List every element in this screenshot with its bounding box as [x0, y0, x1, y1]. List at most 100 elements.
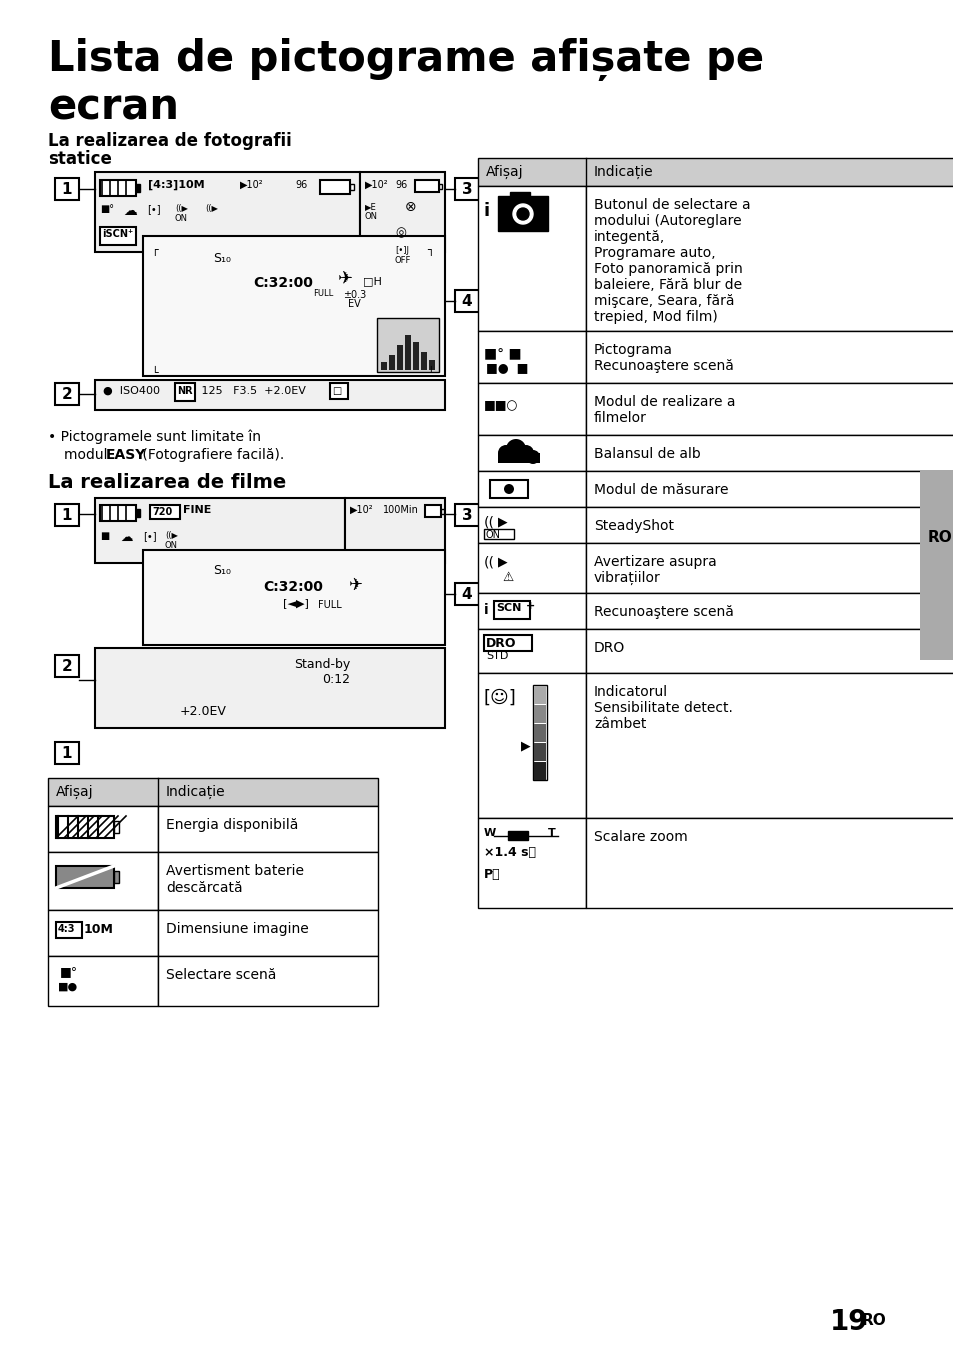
Bar	[477, 434, 585, 471]
Bar	[389, 355, 395, 370]
Text: [☺]: [☺]	[483, 689, 517, 707]
Bar	[95, 648, 444, 728]
Bar	[55, 504, 79, 526]
Bar	[330, 383, 348, 399]
Text: filmelor: filmelor	[594, 412, 646, 425]
Bar	[100, 504, 136, 521]
Text: 125   F3.5  +2.0EV: 125 F3.5 +2.0EV	[198, 386, 313, 395]
Text: ((: ((	[483, 515, 495, 529]
Bar	[585, 818, 953, 908]
Text: 19: 19	[829, 1307, 867, 1336]
Text: i: i	[483, 603, 488, 617]
Text: 100Min: 100Min	[382, 504, 418, 515]
Bar	[477, 507, 585, 543]
Text: 1: 1	[62, 182, 72, 196]
Text: FULL: FULL	[317, 600, 341, 611]
Text: 3: 3	[461, 182, 472, 196]
Bar	[350, 184, 354, 190]
Text: □: □	[332, 386, 341, 395]
Circle shape	[503, 484, 514, 494]
Bar	[413, 342, 418, 370]
Bar	[438, 184, 441, 190]
Text: ▶E
ON: ▶E ON	[365, 202, 377, 222]
Text: T: T	[547, 829, 556, 838]
Text: P🔍: P🔍	[483, 868, 500, 881]
Bar	[477, 383, 585, 434]
Text: Sensibilitate detect.: Sensibilitate detect.	[594, 701, 732, 716]
Text: integentă,: integentă,	[594, 230, 664, 243]
Circle shape	[505, 438, 525, 459]
Text: 2: 2	[62, 659, 72, 674]
Bar	[585, 507, 953, 543]
Text: ((▶: ((▶	[205, 204, 218, 213]
Text: ▶: ▶	[520, 738, 530, 752]
Text: ▶10²: ▶10²	[240, 180, 263, 190]
Bar	[420, 352, 427, 370]
Text: DRO: DRO	[485, 638, 516, 650]
Bar	[483, 529, 514, 539]
Text: EV: EV	[348, 299, 360, 309]
Bar	[396, 346, 402, 370]
Bar	[455, 582, 478, 605]
Bar	[490, 480, 527, 498]
Bar	[483, 635, 532, 651]
Text: Dimensiune imagine: Dimensiune imagine	[166, 923, 309, 936]
Bar	[380, 362, 387, 370]
Bar	[100, 227, 136, 245]
Bar	[158, 956, 377, 1006]
Text: ■°: ■°	[100, 204, 113, 214]
Text: Lista de pictograme afișate pe: Lista de pictograme afișate pe	[48, 38, 763, 81]
Text: descărcată: descărcată	[166, 881, 242, 894]
Text: ▶10²: ▶10²	[350, 504, 374, 515]
Text: 4: 4	[461, 586, 472, 603]
Text: ▶: ▶	[497, 555, 507, 568]
Text: ✈: ✈	[337, 270, 353, 289]
Text: i: i	[483, 202, 490, 221]
Text: Foto panoramică prin: Foto panoramică prin	[594, 262, 742, 276]
Text: ×1.4 s🔍: ×1.4 s🔍	[483, 846, 536, 859]
Text: ┌: ┌	[151, 246, 157, 256]
Text: ((: ((	[483, 555, 495, 569]
Text: 4:3: 4:3	[58, 924, 75, 933]
Text: ■° ■: ■° ■	[483, 347, 521, 360]
Bar	[533, 685, 546, 780]
Bar	[359, 172, 444, 252]
Text: • Pictogramele sunt limitate în: • Pictogramele sunt limitate în	[48, 430, 261, 444]
Bar	[510, 192, 530, 202]
Text: EASY: EASY	[106, 448, 146, 461]
Text: 2: 2	[62, 387, 72, 402]
Text: Modul de măsurare: Modul de măsurare	[594, 483, 728, 498]
Bar	[494, 601, 530, 619]
Text: [4:3]10M: [4:3]10M	[148, 180, 204, 190]
Text: ■●: ■●	[58, 982, 78, 993]
Bar	[585, 593, 953, 629]
Bar	[534, 686, 545, 703]
Text: modului (Autoreglare: modului (Autoreglare	[594, 214, 740, 229]
Text: Afișaj: Afișaj	[485, 165, 523, 179]
Text: mişcare, Seara, fără: mişcare, Seara, fără	[594, 295, 734, 308]
Text: ▶10²: ▶10²	[365, 180, 388, 190]
Text: SCN: SCN	[496, 603, 521, 613]
Bar	[585, 383, 953, 434]
Bar	[48, 806, 158, 851]
Text: Afișaj: Afișaj	[56, 785, 93, 799]
Text: DRO: DRO	[594, 642, 624, 655]
Text: ⊗: ⊗	[405, 200, 416, 214]
Bar	[150, 504, 180, 519]
Text: ±0.3: ±0.3	[343, 291, 366, 300]
Text: ON: ON	[485, 530, 500, 539]
Text: Stand-by: Stand-by	[294, 658, 350, 671]
Bar	[534, 724, 545, 742]
Bar	[113, 872, 119, 884]
Text: trepied, Mod film): trepied, Mod film)	[594, 309, 717, 324]
Circle shape	[517, 445, 534, 461]
Text: ((▶
ON: ((▶ ON	[165, 531, 178, 550]
Bar	[477, 186, 585, 331]
Text: ■°: ■°	[60, 966, 78, 979]
Text: Indicatorul: Indicatorul	[594, 685, 667, 699]
Bar	[95, 172, 359, 252]
Bar	[143, 550, 444, 646]
Text: 96: 96	[395, 180, 407, 190]
Bar	[158, 911, 377, 956]
Text: [•]J
OFF: [•]J OFF	[395, 246, 411, 265]
